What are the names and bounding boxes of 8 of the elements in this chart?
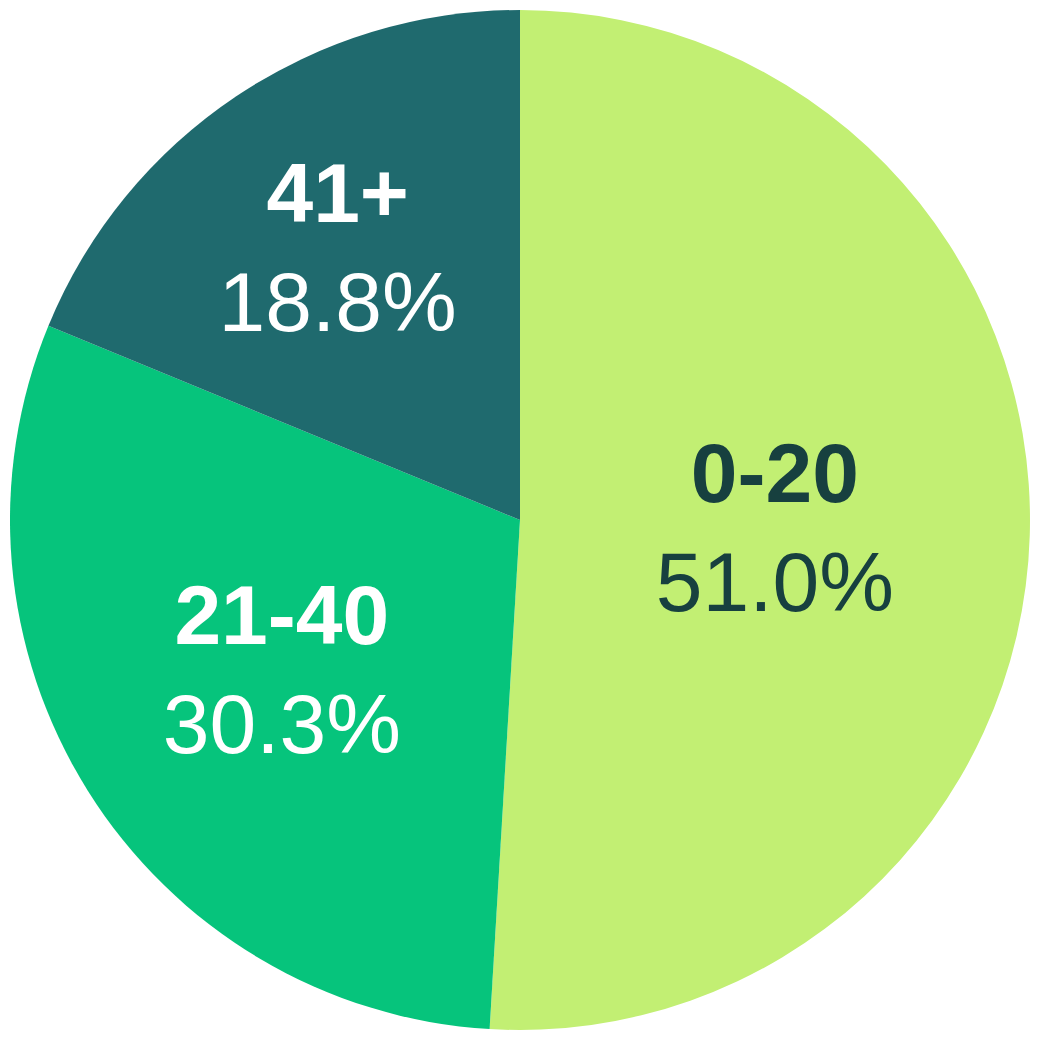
data-label: 51.0% (655, 535, 894, 630)
slice-label: 41+ (266, 146, 409, 241)
pie-slice (48, 10, 520, 520)
pie-slice (489, 10, 1030, 1030)
slice-label: 0-20 (690, 426, 859, 520)
data-label: 18.8% (218, 255, 457, 350)
slice-label: 21-40 (174, 567, 390, 662)
data-label: 30.3% (162, 676, 401, 771)
